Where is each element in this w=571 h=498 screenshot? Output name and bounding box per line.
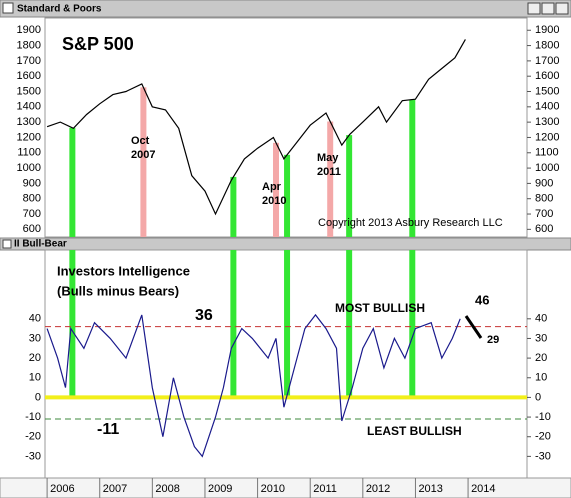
annotation: 2007 <box>131 149 155 161</box>
highlight-bar <box>69 127 76 237</box>
x-tick-label: 2011 <box>313 483 337 495</box>
window-title: Standard & Poors <box>17 4 102 15</box>
annotation: May <box>317 152 339 164</box>
window-title-bar <box>0 0 571 18</box>
y-tick-label: 600 <box>535 223 553 235</box>
y-tick-label: -30 <box>535 450 551 462</box>
y-tick-label: 1800 <box>535 39 559 51</box>
annotation: Oct <box>131 135 150 147</box>
y-tick-label: 0 <box>535 391 541 403</box>
highlight-bar <box>327 121 334 237</box>
y-tick-label: 1900 <box>17 24 41 36</box>
y-tick-label: 700 <box>535 208 553 220</box>
y-tick-label: 900 <box>23 177 41 189</box>
annotation: Copyright 2013 Asbury Research LLC <box>318 217 503 229</box>
y-tick-label: 0 <box>35 391 41 403</box>
annotation: (Bulls minus Bears) <box>57 283 179 298</box>
y-tick-label: 10 <box>535 372 547 384</box>
highlight-bar <box>284 250 291 398</box>
y-tick-label: -10 <box>25 411 41 423</box>
y-tick-label: 800 <box>23 193 41 205</box>
y-tick-label: 30 <box>29 332 41 344</box>
x-tick-label: 2008 <box>155 483 179 495</box>
highlight-bar <box>230 250 237 398</box>
data-line <box>46 313 461 458</box>
y-tick-label: 1500 <box>535 85 559 97</box>
highlight-bar <box>273 142 280 237</box>
annotation: LEAST BULLISH <box>367 424 462 438</box>
x-tick-label: 2007 <box>103 483 127 495</box>
annotation: Apr <box>262 181 282 193</box>
annotation: 29 <box>487 334 499 346</box>
highlight-bar <box>140 87 147 237</box>
annotation: 46 <box>475 292 489 307</box>
x-tick-label: 2013 <box>418 483 442 495</box>
window-icon <box>2 239 12 249</box>
y-tick-label: 1000 <box>17 162 41 174</box>
x-tick-label: 2012 <box>366 483 390 495</box>
pointer-line <box>464 315 483 339</box>
y-tick-label: 1200 <box>17 131 41 143</box>
y-tick-label: 1600 <box>17 70 41 82</box>
highlight-bar <box>230 176 237 237</box>
data-line <box>46 39 466 216</box>
annotation: Investors Intelligence <box>57 263 190 278</box>
maximize-button[interactable] <box>541 2 555 15</box>
y-tick-label: 1700 <box>17 55 41 67</box>
y-tick-label: 800 <box>535 193 553 205</box>
highlight-bar <box>346 135 353 237</box>
x-tick-label: 2010 <box>261 483 285 495</box>
y-tick-label: 40 <box>535 313 547 325</box>
y-tick-label: 1100 <box>535 147 559 159</box>
x-tick-label: 2014 <box>471 483 495 495</box>
close-button[interactable] <box>555 2 569 15</box>
y-tick-label: 1000 <box>535 162 559 174</box>
y-tick-label: 1900 <box>535 24 559 36</box>
y-tick-label: -20 <box>25 431 41 443</box>
y-tick-label: 1300 <box>17 116 41 128</box>
x-tick-label: 2006 <box>50 483 74 495</box>
highlight-bar <box>69 250 76 398</box>
y-tick-label: 30 <box>535 332 547 344</box>
y-tick-label: -20 <box>535 431 551 443</box>
y-tick-label: 1100 <box>17 147 41 159</box>
y-tick-label: 600 <box>23 223 41 235</box>
window-title: II Bull-Bear <box>14 239 67 250</box>
x-tick-label: 2009 <box>208 483 232 495</box>
y-tick-label: 1300 <box>535 116 559 128</box>
y-tick-label: -10 <box>535 411 551 423</box>
y-tick-label: 1600 <box>535 70 559 82</box>
y-tick-label: 700 <box>23 208 41 220</box>
y-tick-label: 20 <box>29 352 41 364</box>
y-tick-label: 1700 <box>535 55 559 67</box>
y-tick-label: 1800 <box>17 39 41 51</box>
annotation: MOST BULLISH <box>335 301 425 315</box>
y-tick-label: 40 <box>29 313 41 325</box>
window-icon <box>2 2 14 14</box>
y-tick-label: 10 <box>29 372 41 384</box>
chart-title: S&P 500 <box>62 34 134 54</box>
highlight-bar <box>409 99 416 237</box>
reference-label: -11 <box>97 421 119 438</box>
annotation: 2010 <box>262 195 286 207</box>
highlight-bar <box>284 154 291 237</box>
y-tick-label: 1400 <box>17 101 41 113</box>
minimize-button[interactable] <box>527 2 541 15</box>
highlight-bar <box>346 250 353 398</box>
y-tick-label: 1200 <box>535 131 559 143</box>
annotation: 2011 <box>317 166 341 178</box>
highlight-bar <box>409 250 416 398</box>
x-axis-strip <box>0 477 571 498</box>
y-tick-label: 1500 <box>17 85 41 97</box>
y-tick-label: 1400 <box>535 101 559 113</box>
reference-label: 36 <box>195 307 213 324</box>
y-tick-label: 900 <box>535 177 553 189</box>
window-title-bar <box>0 237 571 251</box>
y-tick-label: -30 <box>25 450 41 462</box>
y-tick-label: 20 <box>535 352 547 364</box>
